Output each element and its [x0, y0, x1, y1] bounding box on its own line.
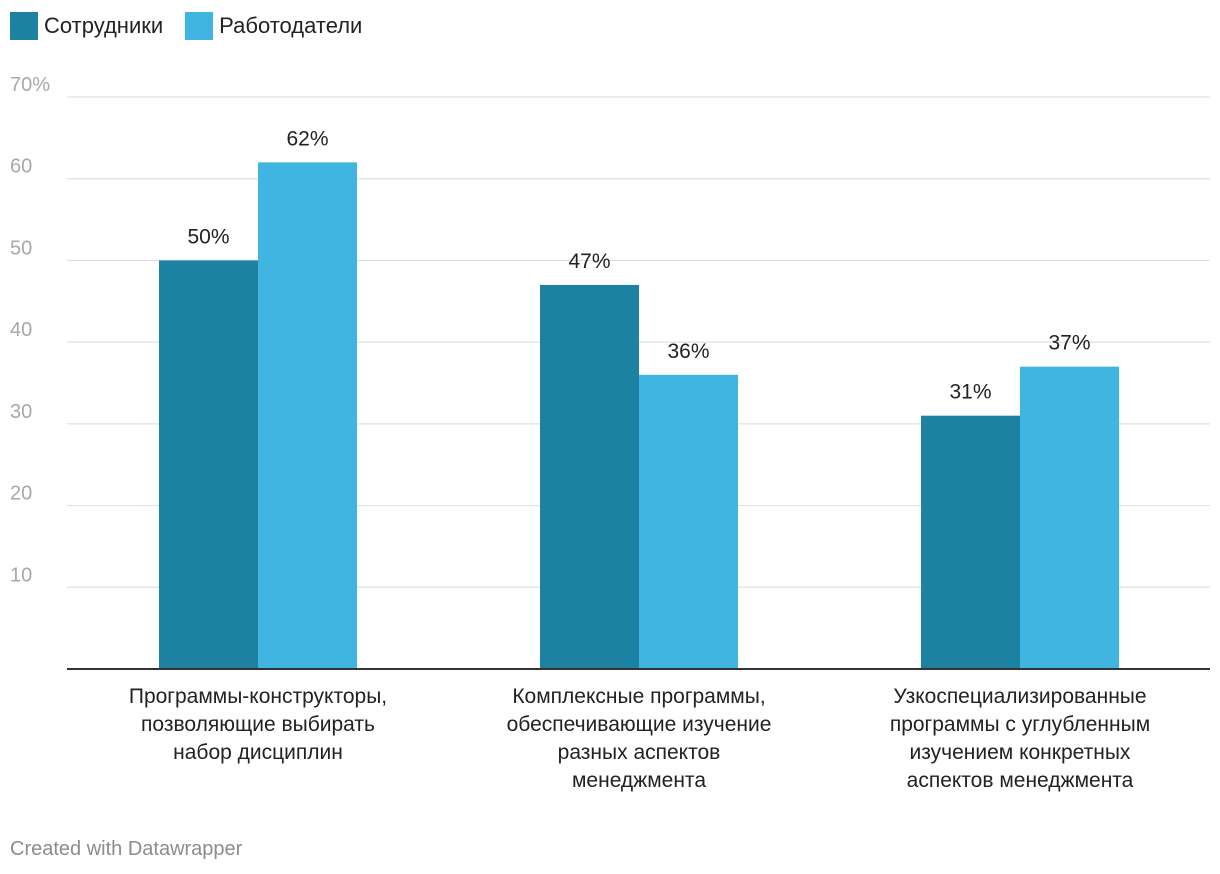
data-label: 50%	[187, 225, 229, 248]
y-tick-label: 40	[10, 319, 32, 341]
y-tick-label: 30	[10, 401, 32, 423]
x-tick-label: обеспечивающие изучение	[507, 713, 772, 736]
x-tick-label: разных аспектов	[558, 741, 721, 764]
x-tick-label: Комплексные программы,	[512, 685, 765, 708]
bar-employers-1	[639, 374, 738, 669]
bar-employees-2	[921, 415, 1020, 669]
legend-label-employees: Сотрудники	[44, 13, 164, 38]
data-label: 62%	[286, 127, 328, 150]
footer-credit: Created with Datawrapper	[10, 838, 243, 860]
x-tick-label: позволяющие выбирать	[141, 713, 375, 736]
y-tick-label: 20	[10, 483, 32, 505]
legend-swatch-employees	[10, 12, 38, 40]
x-tick-label: изучением конкретных	[910, 741, 1131, 764]
x-tick-label: аспектов менеджмента	[907, 769, 1134, 792]
x-tick-label: программы с углубленным	[890, 713, 1150, 736]
bar-employees-1	[540, 284, 639, 669]
chart-legend: Сотрудники Работодатели	[10, 12, 384, 40]
x-tick-label: набор дисциплин	[173, 741, 343, 764]
x-tick-label: Программы-конструкторы,	[129, 685, 387, 708]
data-label: 31%	[949, 381, 991, 404]
bar-employers-0	[258, 162, 357, 669]
y-tick-label: 60	[10, 156, 32, 178]
data-label: 37%	[1048, 332, 1090, 355]
legend-label-employers: Работодатели	[219, 13, 363, 38]
data-label: 47%	[568, 250, 610, 273]
legend-swatch-employers	[185, 12, 214, 40]
y-tick-label: 70%	[10, 74, 50, 96]
bar-employers-2	[1020, 366, 1119, 669]
y-tick-label: 50	[10, 237, 32, 259]
legend-item-employers: Работодатели	[185, 12, 362, 40]
x-tick-label: менеджмента	[572, 769, 706, 792]
x-tick-label: Узкоспециализированные	[893, 685, 1146, 708]
data-label: 36%	[667, 340, 709, 363]
legend-item-employees: Сотрудники	[10, 12, 163, 40]
bar-employees-0	[159, 260, 258, 669]
y-tick-label: 10	[10, 564, 32, 586]
